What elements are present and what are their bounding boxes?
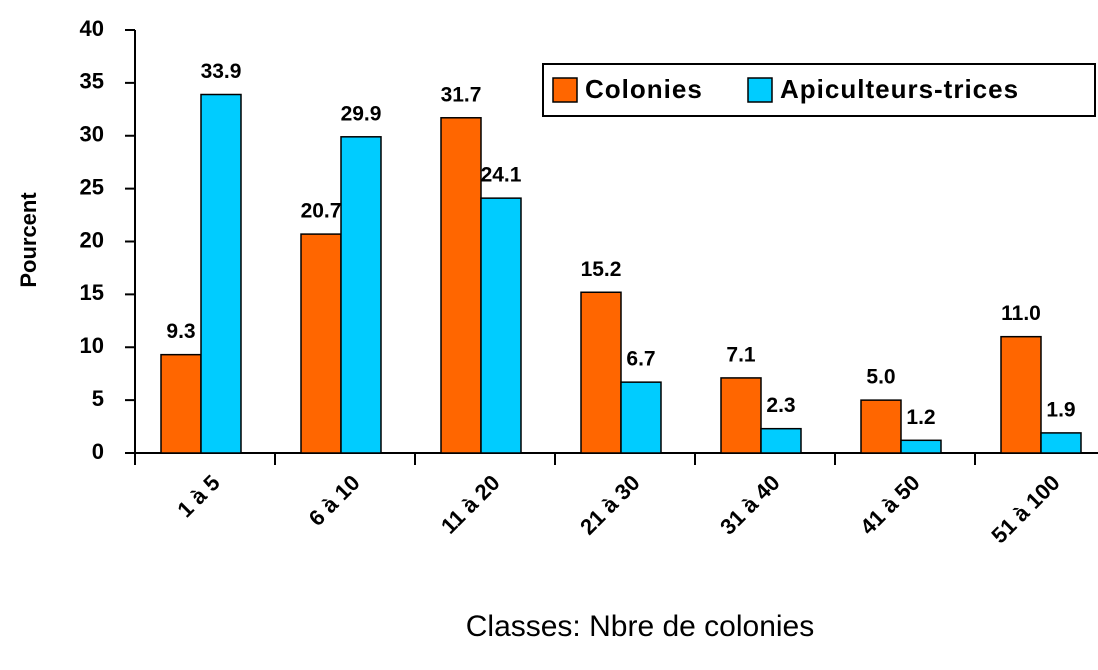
y-tick-label: 30 [80,122,104,147]
value-label: 11.0 [1001,302,1041,325]
bar [900,439,942,454]
bar [1000,335,1042,454]
bar [1040,432,1082,454]
bar [620,381,662,454]
value-label: 1.2 [906,406,935,429]
y-tick-label: 0 [92,439,104,464]
value-label: 20.7 [301,200,342,223]
value-label: 2.3 [766,394,795,417]
legend-box [542,63,1096,117]
y-tick-label: 40 [80,16,104,41]
x-tick-label: 6 à 10 [304,470,365,531]
value-label: 1.9 [1046,398,1075,421]
legend-swatch [552,77,578,103]
y-tick-label: 10 [80,333,104,358]
y-tick-label: 15 [80,280,104,305]
bar [480,197,522,454]
y-axis-label: Pourcent [16,192,41,288]
x-tick-label: 11 à 20 [436,470,505,539]
value-label: 33.9 [201,60,242,83]
legend-label: Apiculteurs-trices [780,74,1019,104]
value-label: 31.7 [441,83,482,106]
x-axis-label: Classes: Nbre de colonies [466,610,815,643]
bar [440,117,482,454]
y-tick-label: 5 [92,386,104,411]
bar [300,233,342,454]
bar [340,136,382,454]
value-label: 6.7 [626,348,655,371]
legend-swatch [747,77,773,103]
bar [200,93,242,454]
value-label: 15.2 [581,258,622,281]
bar [860,399,902,454]
x-tick-label: 31 à 40 [715,470,785,540]
value-label: 24.1 [481,164,522,187]
y-tick-label: 35 [80,69,104,94]
y-tick-label: 25 [80,174,104,199]
bar [580,291,622,454]
legend: Colonies Apiculteurs-trices [542,63,1096,117]
x-tick-label: 41 à 50 [855,470,925,540]
bar [160,353,202,454]
x-tick-label: 21 à 30 [575,470,645,540]
bar [720,377,762,454]
value-label: 9.3 [166,320,195,343]
y-tick-label: 20 [80,227,104,252]
value-label: 7.1 [726,343,756,366]
value-label: 29.9 [341,102,382,125]
x-tick-label: 1 à 5 [172,470,224,522]
bar [760,427,802,454]
x-tick-label: 51 à 100 [986,470,1064,548]
value-label: 5.0 [866,366,895,389]
legend-label: Colonies [585,74,703,104]
